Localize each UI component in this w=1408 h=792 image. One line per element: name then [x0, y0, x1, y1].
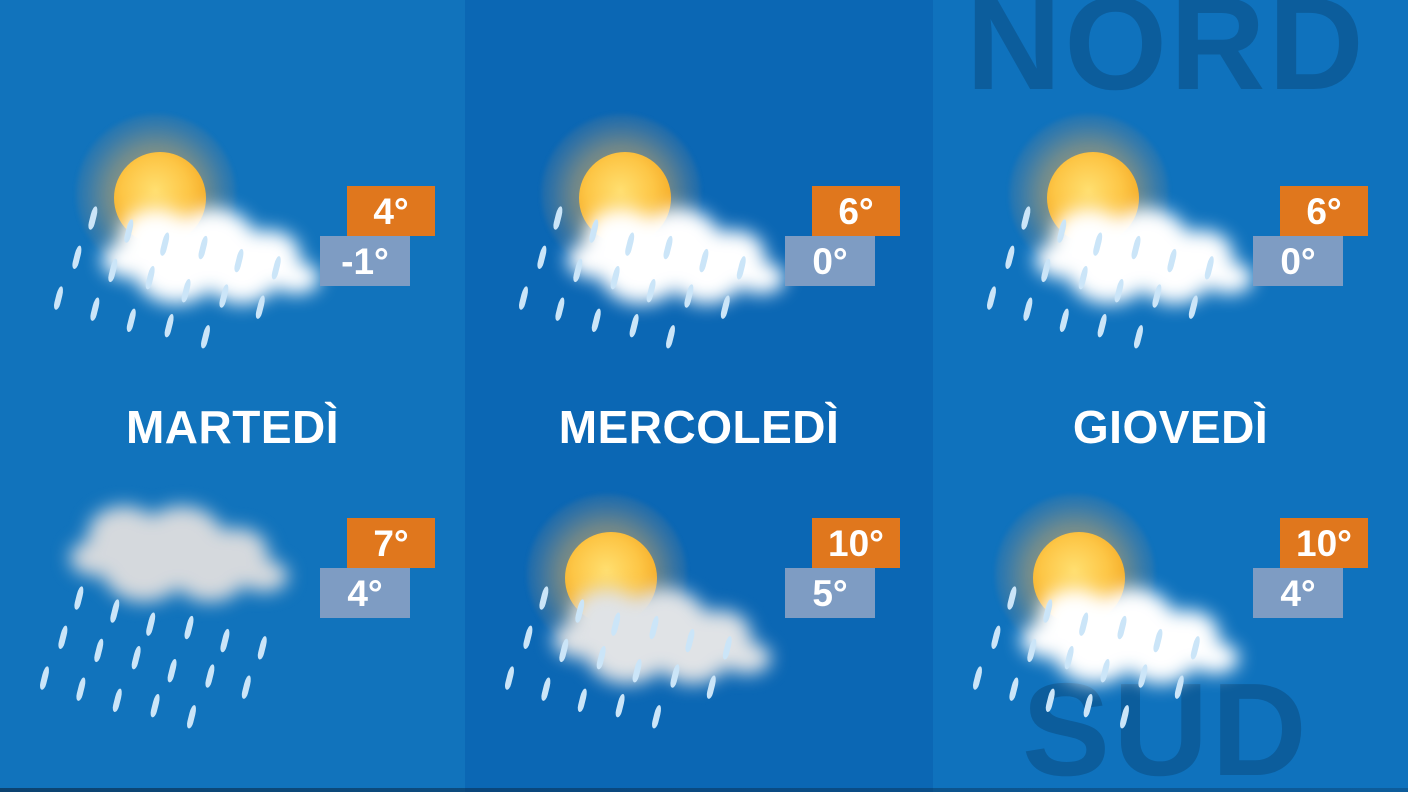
weather-icon	[537, 112, 772, 317]
column-background-tuesday	[0, 0, 465, 792]
column-background-wednesday	[465, 0, 933, 792]
high-temp-badge: 6°	[1280, 186, 1368, 236]
bottom-edge-strip	[0, 788, 1408, 792]
low-temp-badge: 5°	[785, 568, 875, 618]
day-column-tuesday: 4° -1° MARTEDÌ 7° 4°	[0, 0, 465, 792]
low-temp-badge: -1°	[320, 236, 410, 286]
day-column-wednesday: 6° 0° MERCOLEDÌ 10° 5°	[465, 0, 933, 792]
cloud-icon	[1053, 208, 1125, 264]
forecast-slot-night: 10° 5°	[465, 0, 933, 792]
day-label: MERCOLEDÌ	[558, 401, 840, 453]
cloud-icon	[585, 208, 657, 264]
day-label: GIOVEDÌ	[1072, 401, 1269, 453]
cloud-icon	[1039, 588, 1111, 644]
column-background-thursday	[933, 0, 1408, 792]
weather-icon	[1005, 112, 1240, 317]
high-temp-badge: 6°	[812, 186, 900, 236]
low-temp-badge: 0°	[785, 236, 875, 286]
forecast-slot-day: 6° 0°	[933, 0, 1408, 792]
day-column-thursday: 6° 0° GIOVEDÌ 10° 4°	[933, 0, 1408, 792]
low-temp-badge: 4°	[320, 568, 410, 618]
cloud-icon	[88, 506, 160, 562]
high-temp-badge: 7°	[347, 518, 435, 568]
forecast-slot-night: 10° 4°	[933, 0, 1408, 792]
day-label: MARTEDÌ	[125, 401, 340, 453]
forecast-slot-day: 4° -1°	[0, 0, 465, 792]
region-watermark-south: SUD	[1022, 656, 1310, 792]
high-temp-badge: 10°	[812, 518, 900, 568]
forecast-slot-day: 6° 0°	[465, 0, 933, 792]
weather-icon	[523, 492, 758, 697]
cloud-icon	[571, 588, 643, 644]
low-temp-badge: 4°	[1253, 568, 1343, 618]
weather-icon	[991, 492, 1226, 697]
high-temp-badge: 10°	[1280, 518, 1368, 568]
weather-icon	[58, 492, 293, 697]
forecast-slot-night: 7° 4°	[0, 0, 465, 792]
region-watermark-north: NORD	[966, 0, 1367, 117]
raindrops-icon	[73, 585, 85, 611]
high-temp-badge: 4°	[347, 186, 435, 236]
cloud-icon	[120, 208, 192, 264]
low-temp-badge: 0°	[1253, 236, 1343, 286]
weather-icon	[72, 112, 307, 317]
